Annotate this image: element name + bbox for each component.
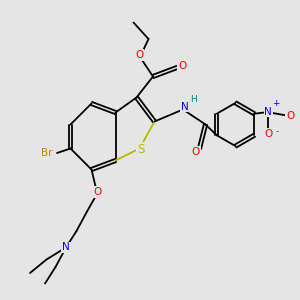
Text: O: O <box>192 147 200 157</box>
Text: S: S <box>137 142 145 156</box>
Text: N: N <box>264 106 272 117</box>
Text: O: O <box>93 187 102 197</box>
Text: Br: Br <box>41 148 52 158</box>
Text: +: + <box>272 99 280 108</box>
Text: N: N <box>181 101 188 112</box>
Text: O: O <box>135 50 144 60</box>
Text: O: O <box>178 61 187 71</box>
Text: O: O <box>286 111 294 121</box>
Text: O: O <box>264 129 272 139</box>
Text: N: N <box>62 242 70 253</box>
Text: H: H <box>190 94 197 103</box>
Text: -: - <box>275 127 278 136</box>
